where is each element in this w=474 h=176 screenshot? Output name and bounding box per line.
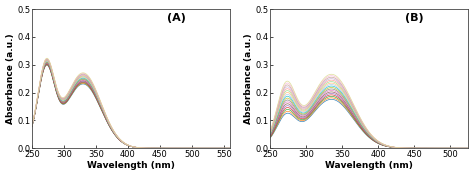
Text: (A): (A)	[167, 13, 186, 23]
Text: (B): (B)	[405, 13, 424, 23]
Y-axis label: Absorbance (a.u.): Absorbance (a.u.)	[244, 33, 253, 124]
X-axis label: Wavelength (nm): Wavelength (nm)	[325, 161, 413, 170]
Y-axis label: Absorbance (a.u.): Absorbance (a.u.)	[6, 33, 15, 124]
X-axis label: Wavelength (nm): Wavelength (nm)	[87, 161, 175, 170]
